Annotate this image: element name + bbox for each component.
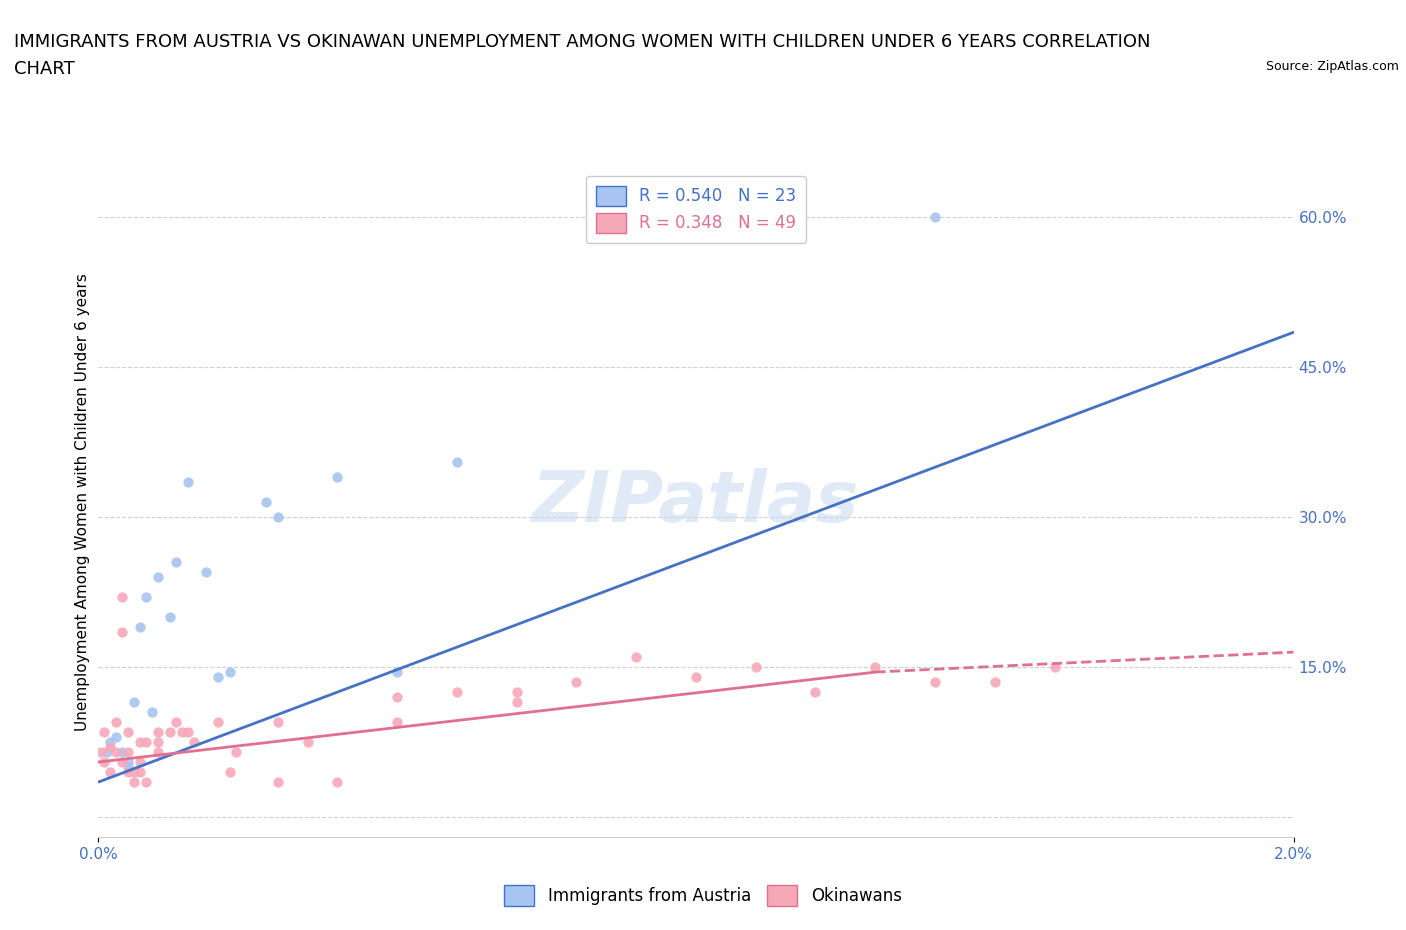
Point xyxy=(565,674,588,689)
Point xyxy=(326,775,349,790)
Point xyxy=(105,730,128,745)
Point xyxy=(117,724,139,739)
Point xyxy=(297,735,319,750)
Point xyxy=(254,495,277,510)
Point xyxy=(148,745,170,760)
Point xyxy=(165,714,187,729)
Point xyxy=(111,590,134,604)
Point xyxy=(924,674,946,689)
Point xyxy=(219,665,242,680)
Point xyxy=(177,475,200,490)
Point xyxy=(446,455,468,470)
Point xyxy=(863,659,886,674)
Point xyxy=(159,724,181,739)
Point xyxy=(98,735,122,750)
Legend: Immigrants from Austria, Okinawans: Immigrants from Austria, Okinawans xyxy=(498,879,908,912)
Point xyxy=(148,724,170,739)
Point xyxy=(98,764,122,779)
Point xyxy=(804,684,827,699)
Point xyxy=(141,705,163,720)
Point xyxy=(111,625,134,640)
Point xyxy=(385,714,409,729)
Point xyxy=(96,745,118,760)
Text: Source: ZipAtlas.com: Source: ZipAtlas.com xyxy=(1265,60,1399,73)
Point xyxy=(219,764,242,779)
Legend: R = 0.540   N = 23, R = 0.348   N = 49: R = 0.540 N = 23, R = 0.348 N = 49 xyxy=(586,176,806,243)
Point xyxy=(506,695,529,710)
Point xyxy=(385,665,409,680)
Point xyxy=(267,775,290,790)
Point xyxy=(124,775,146,790)
Point xyxy=(129,764,152,779)
Point xyxy=(105,745,128,760)
Point xyxy=(135,775,157,790)
Point xyxy=(924,210,946,225)
Point xyxy=(745,659,768,674)
Point xyxy=(111,754,134,769)
Point xyxy=(117,754,139,769)
Text: CHART: CHART xyxy=(14,60,75,78)
Point xyxy=(148,735,170,750)
Point xyxy=(117,760,139,775)
Point xyxy=(183,735,205,750)
Point xyxy=(506,684,529,699)
Point xyxy=(148,570,170,585)
Point xyxy=(446,684,468,699)
Point xyxy=(207,714,229,729)
Point xyxy=(624,650,647,665)
Point xyxy=(135,735,157,750)
Point xyxy=(111,745,134,760)
Point xyxy=(194,565,218,579)
Point xyxy=(159,610,181,625)
Point xyxy=(105,714,128,729)
Point xyxy=(124,764,146,779)
Point xyxy=(129,754,152,769)
Y-axis label: Unemployment Among Women with Children Under 6 years: Unemployment Among Women with Children U… xyxy=(75,273,90,731)
Point xyxy=(685,670,707,684)
Point xyxy=(98,739,122,754)
Point xyxy=(124,695,146,710)
Point xyxy=(267,714,290,729)
Point xyxy=(165,554,187,569)
Point xyxy=(90,745,112,760)
Point xyxy=(225,745,247,760)
Point xyxy=(117,745,139,760)
Point xyxy=(135,590,157,604)
Point xyxy=(1043,659,1066,674)
Point xyxy=(385,690,409,705)
Point xyxy=(207,670,229,684)
Point xyxy=(983,674,1005,689)
Point xyxy=(267,510,290,525)
Point xyxy=(129,735,152,750)
Point xyxy=(117,764,139,779)
Text: ZIPatlas: ZIPatlas xyxy=(533,468,859,537)
Point xyxy=(129,619,152,634)
Point xyxy=(177,724,200,739)
Point xyxy=(93,724,115,739)
Point xyxy=(172,724,194,739)
Point xyxy=(93,754,115,769)
Text: IMMIGRANTS FROM AUSTRIA VS OKINAWAN UNEMPLOYMENT AMONG WOMEN WITH CHILDREN UNDER: IMMIGRANTS FROM AUSTRIA VS OKINAWAN UNEM… xyxy=(14,33,1150,50)
Point xyxy=(326,470,349,485)
